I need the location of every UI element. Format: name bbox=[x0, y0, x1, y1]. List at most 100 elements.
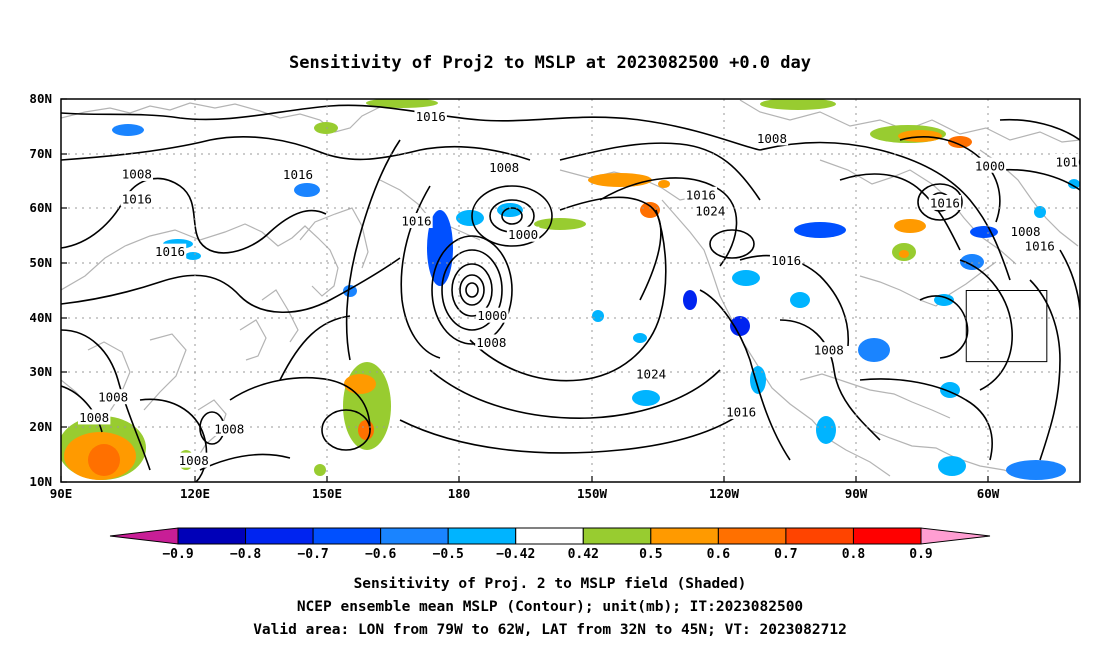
y-tick-label: 50N bbox=[29, 255, 52, 270]
colorbar: −0.9 −0.8 −0.7 −0.6 −0.5 −0.42 0.42 0.5 0.6 0.7 0.… bbox=[109, 527, 991, 562]
contour-label: 1000 bbox=[477, 308, 507, 323]
colorbar-label: 0.7 bbox=[774, 547, 797, 562]
colorbar-box bbox=[380, 527, 449, 545]
x-tick-label: 120E bbox=[180, 486, 210, 501]
colorbar-label: −0.9 bbox=[162, 547, 193, 562]
y-tick-label: 80N bbox=[29, 91, 52, 106]
plot-area: 1016101610081016101610161008100010161024… bbox=[29, 91, 1085, 501]
contour-label: 1008 bbox=[122, 166, 152, 181]
contour-label: 1000 bbox=[975, 158, 1005, 173]
contour-label-bg bbox=[694, 203, 727, 219]
colorbar-box bbox=[312, 527, 382, 545]
contour-label: 1008 bbox=[79, 410, 109, 425]
colorbar-label: −0.8 bbox=[230, 547, 261, 562]
contour-label: 1008 bbox=[98, 390, 128, 405]
x-axis bbox=[60, 476, 989, 482]
contour-label: 1008 bbox=[179, 453, 209, 468]
colorbar-box bbox=[447, 527, 517, 545]
contour-label: 1016 bbox=[726, 404, 756, 419]
contour-label: 1016 bbox=[283, 167, 313, 182]
y-tick-label: 10N bbox=[29, 474, 52, 489]
contour-label: 1016 bbox=[1055, 154, 1085, 169]
contour-labels: 1016101610081016101610161008100010161024… bbox=[77, 108, 1085, 468]
caption-line-2: NCEP ensemble mean MSLP (Contour); unit(… bbox=[297, 599, 803, 615]
contour-label: 1008 bbox=[757, 131, 787, 146]
contour-label-bg bbox=[414, 108, 447, 124]
contour-label-bg bbox=[77, 409, 111, 425]
caption-line-1: Sensitivity of Proj. 2 to MSLP field (Sh… bbox=[354, 576, 747, 592]
contour-label-bg bbox=[634, 366, 668, 382]
contour-label-bg bbox=[475, 334, 508, 350]
contour-label-bg bbox=[1054, 153, 1080, 169]
x-tick-label: 60W bbox=[977, 486, 1000, 501]
colorbar-boxes bbox=[177, 527, 922, 545]
colorbar-high-triangle bbox=[920, 527, 991, 545]
y-tick-label: 40N bbox=[29, 310, 52, 325]
colorbar-box bbox=[245, 527, 314, 545]
contour-label-bg bbox=[928, 194, 962, 210]
colorbar-box bbox=[717, 527, 787, 545]
map-title: Sensitivity of Proj2 to MSLP at 20230825… bbox=[289, 53, 811, 73]
y-tick-label: 70N bbox=[29, 146, 52, 161]
y-tick-label: 30N bbox=[29, 364, 52, 379]
sensitivity-shading bbox=[61, 99, 1080, 480]
contour-label: 1016 bbox=[686, 187, 716, 202]
contour-label-bg bbox=[506, 226, 540, 242]
contour-label-bg bbox=[153, 243, 187, 259]
contour-label-bg bbox=[1023, 238, 1056, 254]
colorbar-box bbox=[582, 527, 652, 545]
colorbar-box bbox=[515, 527, 584, 545]
colorbar-label: 0.9 bbox=[909, 547, 932, 562]
contour-label-bg bbox=[724, 403, 758, 419]
contour-label: 1016 bbox=[416, 109, 446, 124]
x-tick-label: 90E bbox=[50, 486, 73, 501]
contour-label-bg bbox=[1009, 223, 1042, 239]
colorbar-labels: −0.9 −0.8 −0.7 −0.6 −0.5 −0.42 0.42 0.5 0.6 0.7 0.… bbox=[162, 547, 932, 562]
x-tick-label: 150E bbox=[312, 486, 342, 501]
colorbar-label: −0.42 bbox=[496, 547, 535, 562]
colorbar-label: 0.5 bbox=[639, 547, 662, 562]
colorbar-low-triangle bbox=[109, 527, 179, 545]
contour-label-bg bbox=[487, 159, 521, 175]
x-tick-label: 150W bbox=[577, 486, 608, 501]
x-tick-label: 120W bbox=[709, 486, 740, 501]
contour-label-bg bbox=[684, 186, 718, 202]
colorbar-label: −0.7 bbox=[297, 547, 328, 562]
contour-label: 1008 bbox=[489, 160, 519, 175]
contour-label-bg bbox=[281, 166, 315, 182]
contour-label-bg bbox=[476, 307, 509, 323]
plot-frame bbox=[60, 98, 1081, 483]
colorbar-box bbox=[650, 527, 719, 545]
contour-label: 1008 bbox=[814, 343, 844, 358]
contour-label: 1000 bbox=[508, 227, 538, 242]
contour-label: 1008 bbox=[1010, 224, 1040, 239]
contour-label: 1016 bbox=[1025, 239, 1055, 254]
colorbar-label: 0.8 bbox=[842, 547, 866, 562]
y-tick-label: 20N bbox=[29, 419, 52, 434]
mslp-contours bbox=[61, 104, 1080, 482]
colorbar-box bbox=[852, 527, 922, 545]
contour-label-bg bbox=[400, 213, 433, 229]
contour-label: 1016 bbox=[122, 192, 152, 207]
colorbar-label: −0.6 bbox=[365, 547, 396, 562]
valid-area-box bbox=[965, 290, 1048, 363]
x-tick-label: 180 bbox=[448, 486, 471, 501]
contour-label: 1016 bbox=[771, 253, 801, 268]
colorbar-box bbox=[785, 527, 854, 545]
y-axis bbox=[61, 98, 67, 483]
contour-label: 1016 bbox=[155, 244, 185, 259]
contour-label: 1008 bbox=[476, 335, 506, 350]
colorbar-label: 0.42 bbox=[568, 547, 599, 562]
colorbar-label: −0.5 bbox=[433, 547, 464, 562]
contour-label: 1016 bbox=[930, 195, 960, 210]
contour-label-bg bbox=[120, 191, 154, 207]
colorbar-label: 0.6 bbox=[707, 547, 731, 562]
caption-line-3: Valid area: LON from 79W to 62W, LAT fro… bbox=[253, 622, 847, 638]
contour-label-bg bbox=[213, 420, 246, 436]
y-tick-label: 60N bbox=[29, 200, 52, 215]
contour-label-bg bbox=[755, 130, 789, 146]
contour-label-bg bbox=[769, 252, 803, 268]
contour-label-bg bbox=[812, 342, 846, 358]
contour-label-bg bbox=[96, 389, 130, 405]
